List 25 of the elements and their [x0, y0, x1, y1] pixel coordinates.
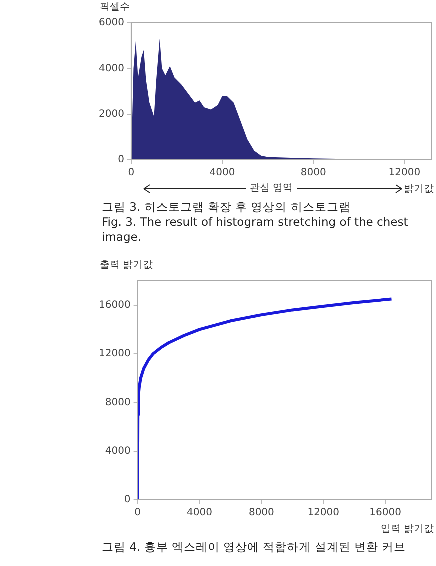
y-tick-label: 12000 — [99, 348, 131, 360]
y-tick-label: 0 — [124, 494, 131, 506]
text: 그림 3. 히스토그램 확장 후 영상의 히스토그램 — [101, 200, 352, 215]
y-tick-label: 2000 — [98, 108, 124, 120]
y-tick-label: 0 — [118, 154, 124, 166]
text: 관심 영역 — [246, 182, 298, 196]
y-axis-title: 픽셀수 — [100, 1, 131, 14]
x-tick-label: 12000 — [388, 168, 421, 179]
x-tick-label: 4000 — [210, 168, 236, 179]
y-tick-label: 8000 — [105, 397, 131, 408]
x-tick-label: 8000 — [300, 168, 326, 179]
x-tick-label: 4000 — [187, 508, 212, 519]
y-tick-label: 16000 — [99, 300, 131, 311]
x-axis-title: 입력 밝기값 — [380, 523, 435, 536]
x-tick-label: 8000 — [248, 508, 274, 519]
y-tick-label: 4000 — [98, 63, 124, 74]
text: Fig. 3. The result of histogram stretching of the chest image. — [101, 215, 410, 245]
text: 그림 4. 흉부 엑스레이 영상에 적합하게 설계된 변환 커브 — [101, 540, 408, 555]
x-tick-label: 0 — [134, 508, 141, 519]
x-tick-label: 16000 — [370, 508, 402, 519]
x-axis-title: 밝기값 — [404, 184, 434, 195]
y-tick-label: 4000 — [105, 446, 131, 457]
y-tick-label: 6000 — [98, 18, 124, 29]
x-tick-label: 12000 — [308, 508, 340, 519]
y-axis-title: 출력 밝기값 — [100, 259, 154, 272]
